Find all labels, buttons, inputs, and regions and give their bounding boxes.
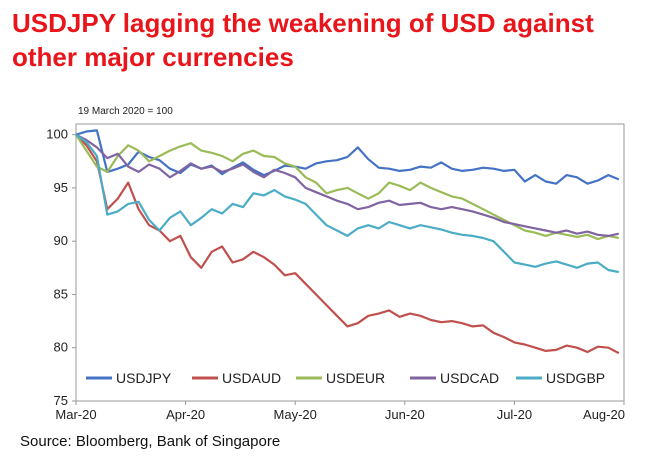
chart-title-line-2: other major currencies [12,42,294,72]
series-line-usdeur [75,134,620,241]
legend-label-usdeur: USDEUR [326,370,385,386]
series-line-usdgbp [75,133,620,274]
x-tick-label: Aug-20 [583,407,625,422]
x-tick-label: Apr-20 [166,407,205,422]
series-line-usdaud [75,133,620,355]
legend-label-usdgbp: USDGBP [546,370,605,386]
index-note: 19 March 2020 = 100 [78,106,173,117]
y-tick-label: 85 [54,286,68,301]
plot-frame [75,123,625,402]
legend-label-usdaud: USDAUD [222,370,281,386]
legend-label-usdcad: USDCAD [440,370,499,386]
chart-title: USDJPY lagging the weakening of USD agai… [12,6,652,74]
y-axis: 75 80 85 90 95 100 [46,127,76,408]
legend-label-usdjpy: USDJPY [116,370,172,386]
x-tick-label: May-20 [274,407,317,422]
y-tick-label: 75 [54,393,68,408]
x-tick-label: Mar-20 [55,407,96,422]
x-tick-label: Jun-20 [385,407,425,422]
series-lines [75,129,620,355]
legend: USDJPY USDAUD USDEUR USDCAD USDGBP [86,370,605,386]
x-axis: Mar-20 Apr-20 May-20 Jun-20 Jul-20 Aug-20 [55,401,625,422]
x-tick-label: Jul-20 [497,407,532,422]
y-tick-label: 90 [54,233,68,248]
series-line-usdcad [75,133,620,237]
source-note: Source: Bloomberg, Bank of Singapore [20,433,281,450]
series-line-usdjpy [75,129,620,185]
y-tick-label: 95 [54,180,68,195]
y-tick-label: 100 [46,127,68,142]
y-tick-label: 80 [54,340,68,355]
chart-title-line-1: USDJPY lagging the weakening of USD agai… [12,8,594,38]
